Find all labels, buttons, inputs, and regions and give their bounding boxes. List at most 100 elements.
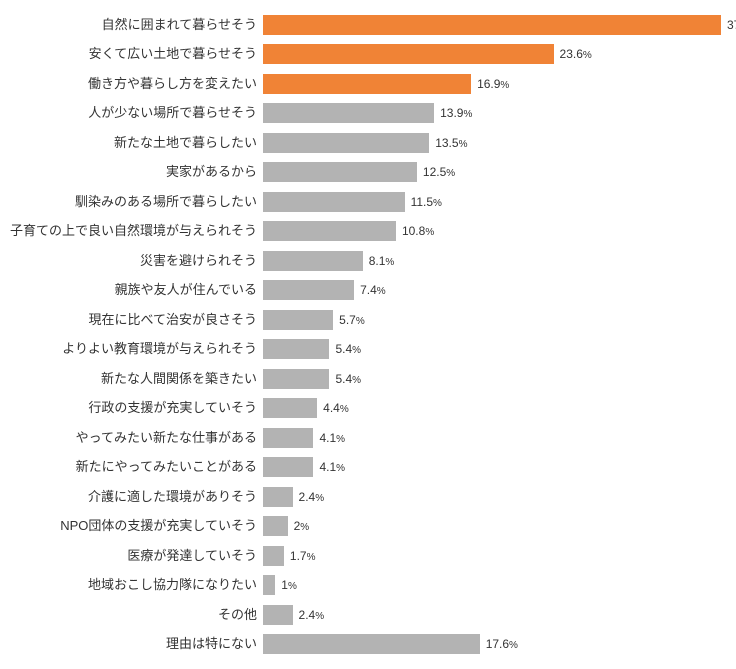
bar-value: 2% xyxy=(294,519,310,533)
chart-row: 馴染みのある場所で暮らしたい 11.5% xyxy=(8,187,728,217)
bar xyxy=(263,428,313,448)
bar-cell: 2.4% xyxy=(263,600,728,630)
bar xyxy=(263,103,434,123)
bar-value: 1.7% xyxy=(290,549,316,563)
bar-label: その他 xyxy=(8,607,263,623)
bar-value: 23.6% xyxy=(560,47,592,61)
horizontal-bar-chart: 自然に囲まれて暮らせそう37.2% 安くて広い土地で暮らせそう 23.6% 働き方や暮… xyxy=(8,10,728,659)
bar xyxy=(263,339,329,359)
bar xyxy=(263,15,721,35)
bar xyxy=(263,162,417,182)
bar xyxy=(263,575,275,595)
chart-row: 災害を避けられそう 8.1% xyxy=(8,246,728,276)
bar-label: 介護に適した環境がありそう xyxy=(8,489,263,505)
bar-value: 4.1% xyxy=(319,460,345,474)
bar-label: 新たな人間関係を築きたい xyxy=(8,371,263,387)
bar xyxy=(263,487,293,507)
bar-cell: 10.8% xyxy=(263,217,728,247)
bar-label: 馴染みのある場所で暮らしたい xyxy=(8,194,263,210)
bar xyxy=(263,457,313,477)
chart-row: 安くて広い土地で暮らせそう 23.6% xyxy=(8,40,728,70)
chart-row: 新たな土地で暮らしたい 13.5% xyxy=(8,128,728,158)
bar-cell: 5.4% xyxy=(263,335,728,365)
bar-cell: 13.9% xyxy=(263,99,728,129)
chart-row: 新たにやってみたいことがある 4.1% xyxy=(8,453,728,483)
bar xyxy=(263,221,396,241)
bar-label: 働き方や暮らし方を変えたい xyxy=(8,76,263,92)
bar-value: 37.2% xyxy=(727,18,736,32)
bar xyxy=(263,251,363,271)
bar-cell: 8.1% xyxy=(263,246,728,276)
bar-label: よりよい教育環境が与えられそう xyxy=(8,341,263,357)
bar-label: 医療が発達していそう xyxy=(8,548,263,564)
bar-cell: 4.1% xyxy=(263,423,728,453)
bar-label: 災害を避けられそう xyxy=(8,253,263,269)
bar xyxy=(263,74,471,94)
bar-cell: 13.5% xyxy=(263,128,728,158)
bar-cell: 2% xyxy=(263,512,728,542)
bar-value: 5.4% xyxy=(335,372,361,386)
bar-value: 4.1% xyxy=(319,431,345,445)
chart-row: 現在に比べて治安が良さそう5.7% xyxy=(8,305,728,335)
bar-cell: 1% xyxy=(263,571,728,601)
bar-label: やってみたい新たな仕事がある xyxy=(8,430,263,446)
bar xyxy=(263,44,554,64)
bar-value: 10.8% xyxy=(402,224,434,238)
bar-value: 7.4% xyxy=(360,283,386,297)
bar xyxy=(263,280,354,300)
bar xyxy=(263,605,293,625)
bar xyxy=(263,133,429,153)
bar-label: 行政の支援が充実していそう xyxy=(8,400,263,416)
bar xyxy=(263,546,284,566)
bar-cell: 17.6% xyxy=(263,630,728,660)
bar xyxy=(263,634,480,654)
chart-row: 子育ての上で良い自然環境が与えられそう 10.8% xyxy=(8,217,728,247)
bar-label: 親族や友人が住んでいる xyxy=(8,282,263,298)
chart-row: 働き方や暮らし方を変えたい16.9% xyxy=(8,69,728,99)
bar xyxy=(263,398,317,418)
chart-row: 医療が発達していそう 1.7% xyxy=(8,541,728,571)
bar-cell: 5.7% xyxy=(263,305,728,335)
bar-cell: 2.4% xyxy=(263,482,728,512)
chart-row: 地域おこし協力隊になりたい 1% xyxy=(8,571,728,601)
bar-value: 5.7% xyxy=(339,313,365,327)
bar xyxy=(263,192,405,212)
bar-value: 12.5% xyxy=(423,165,455,179)
bar-value: 5.4% xyxy=(335,342,361,356)
bar-label: 安くて広い土地で暮らせそう xyxy=(8,46,263,62)
bar-label: 地域おこし協力隊になりたい xyxy=(8,577,263,593)
chart-row: 実家があるから 12.5% xyxy=(8,158,728,188)
bar-cell: 23.6% xyxy=(263,40,728,70)
bar-label: 新たな土地で暮らしたい xyxy=(8,135,263,151)
chart-row: 行政の支援が充実していそう 4.4% xyxy=(8,394,728,424)
bar-value: 1% xyxy=(281,578,297,592)
bar-cell: 4.4% xyxy=(263,394,728,424)
bar-value: 8.1% xyxy=(369,254,395,268)
bar-value: 13.9% xyxy=(440,106,472,120)
bar xyxy=(263,369,329,389)
bar-label: 実家があるから xyxy=(8,164,263,180)
bar-cell: 7.4% xyxy=(263,276,728,306)
bar-value: 2.4% xyxy=(299,608,325,622)
chart-row: 親族や友人が住んでいる 7.4% xyxy=(8,276,728,306)
bar-cell: 16.9% xyxy=(263,69,728,99)
bar-label: 子育ての上で良い自然環境が与えられそう xyxy=(8,223,263,239)
chart-row: 人が少ない場所で暮らせそう13.9% xyxy=(8,99,728,129)
bar-cell: 12.5% xyxy=(263,158,728,188)
chart-row: 自然に囲まれて暮らせそう37.2% xyxy=(8,10,728,40)
chart-row: NPO団体の支援が充実していそう2% xyxy=(8,512,728,542)
bar xyxy=(263,516,288,536)
chart-row: 新たな人間関係を築きたい 5.4% xyxy=(8,364,728,394)
bar-value: 13.5% xyxy=(435,136,467,150)
bar-label: 自然に囲まれて暮らせそう xyxy=(8,17,263,33)
bar-cell: 1.7% xyxy=(263,541,728,571)
bar-value: 4.4% xyxy=(323,401,349,415)
bar-cell: 37.2% xyxy=(263,10,736,40)
chart-row: 介護に適した環境がありそう 2.4% xyxy=(8,482,728,512)
bar-value: 11.5% xyxy=(411,195,442,209)
bar-cell: 4.1% xyxy=(263,453,728,483)
bar-value: 2.4% xyxy=(299,490,325,504)
chart-row: その他 2.4% xyxy=(8,600,728,630)
bar-label: 新たにやってみたいことがある xyxy=(8,459,263,475)
bar-value: 17.6% xyxy=(486,637,518,651)
